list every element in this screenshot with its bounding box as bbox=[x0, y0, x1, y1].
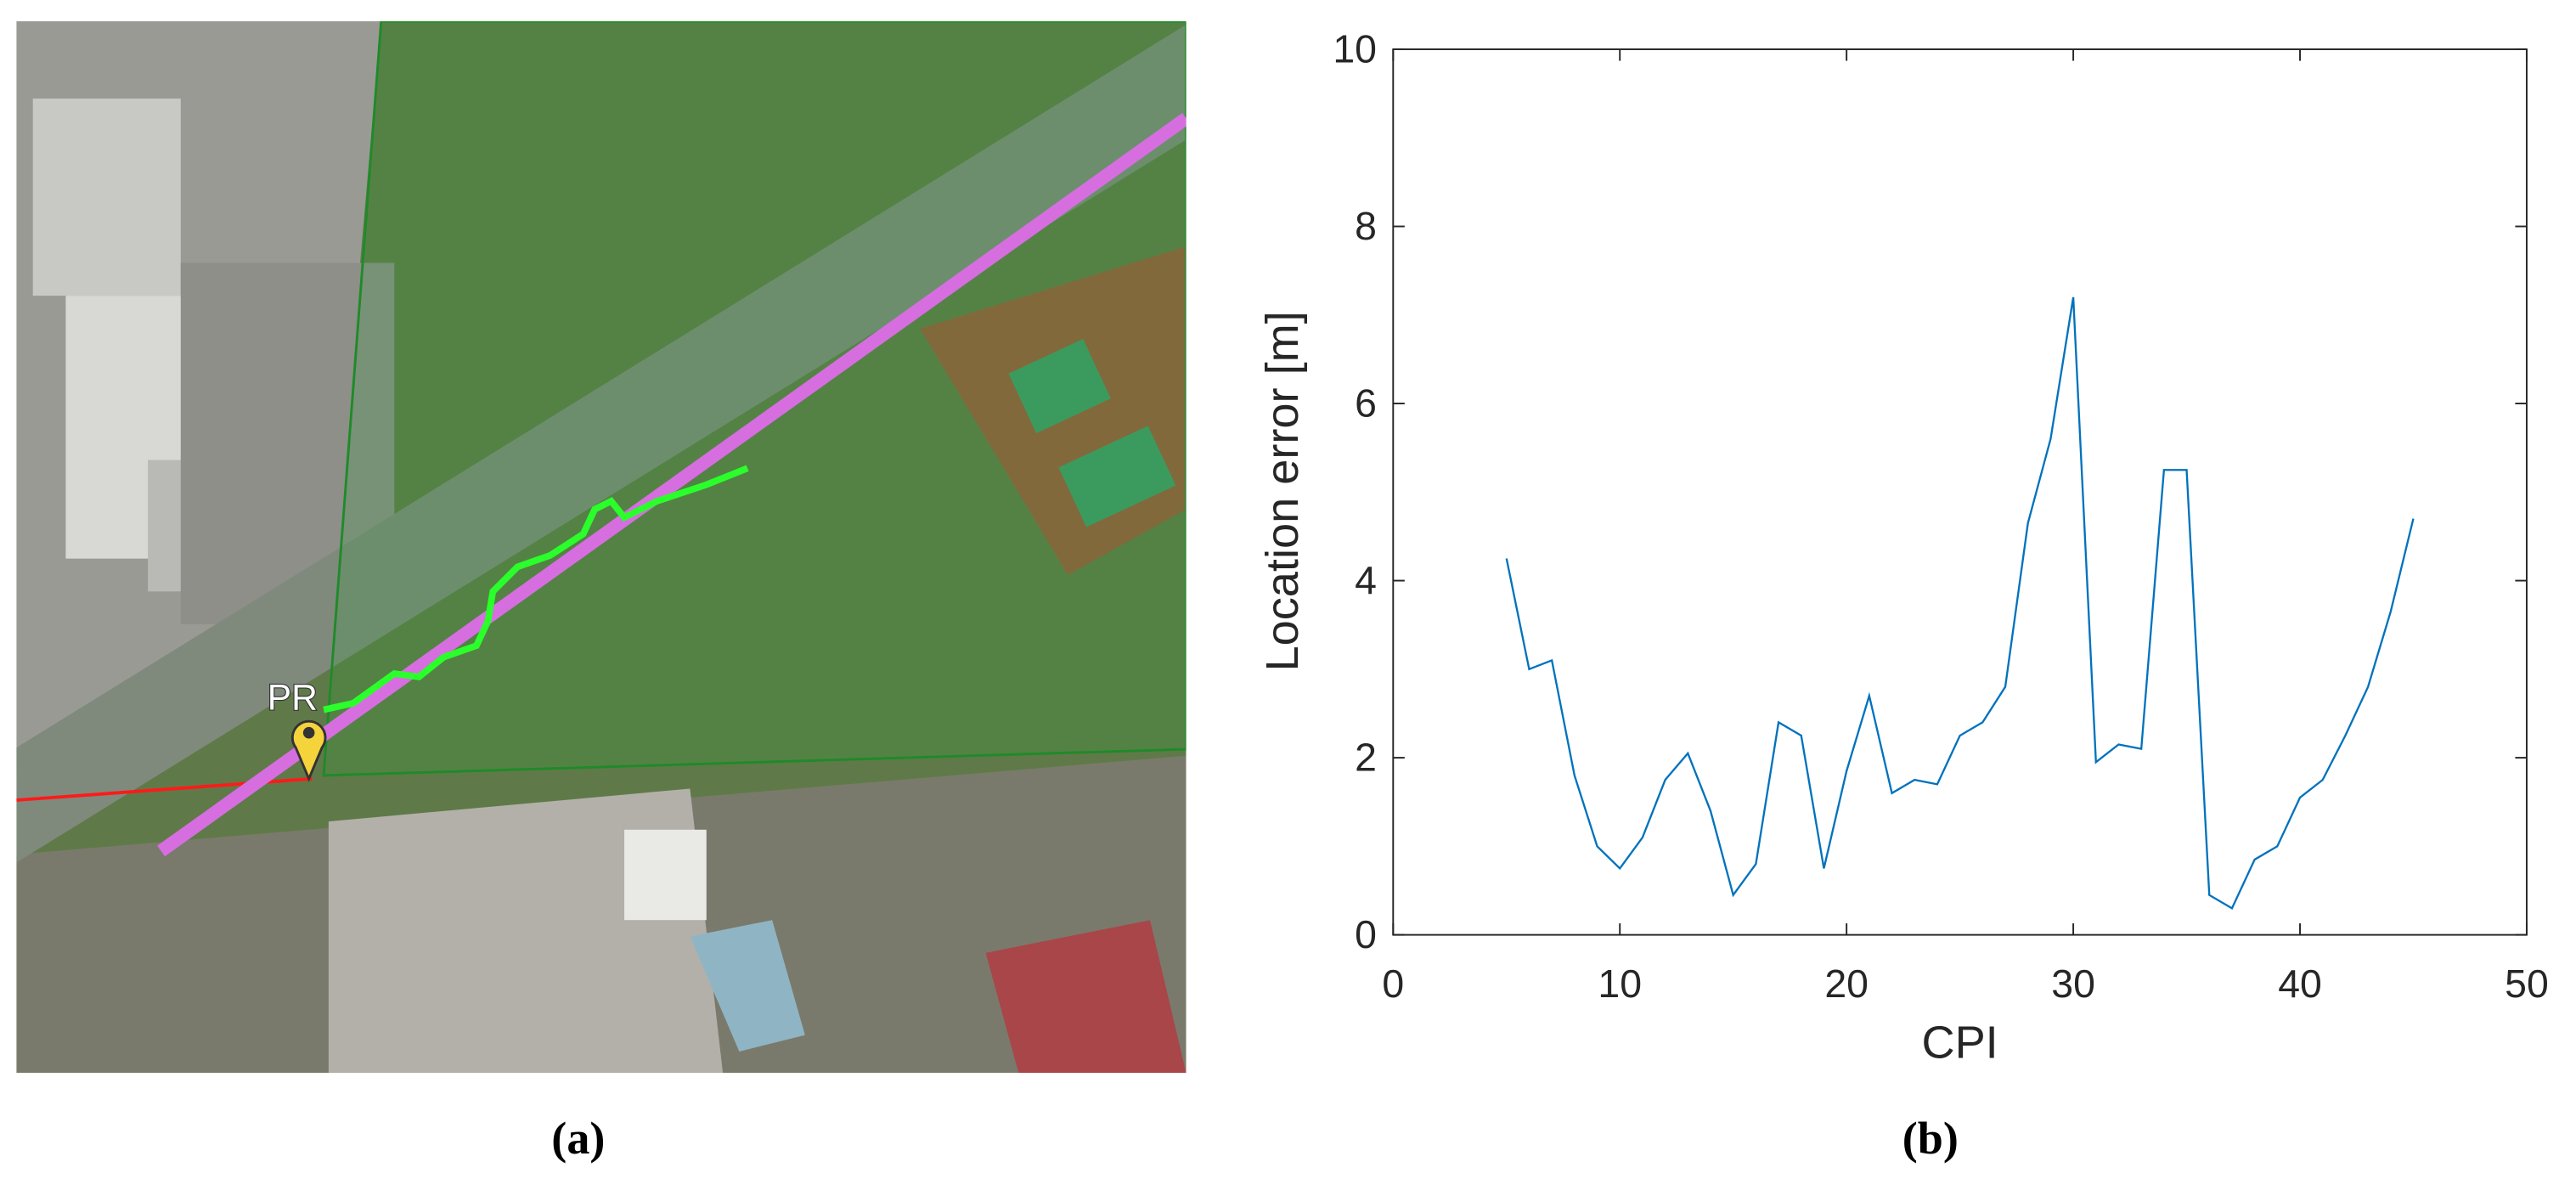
y-tick-label: 4 bbox=[1355, 558, 1377, 602]
axes-box bbox=[1392, 48, 2528, 936]
satellite-map: PR bbox=[16, 21, 1187, 1074]
data-line bbox=[1505, 296, 2415, 910]
panel-caption: (a) bbox=[551, 1113, 605, 1164]
x-tick-label: 0 bbox=[1382, 962, 1404, 1006]
x-tick-label: 50 bbox=[2505, 962, 2549, 1006]
y-tick-label: 2 bbox=[1355, 736, 1377, 780]
y-tick-label: 10 bbox=[1333, 27, 1377, 71]
panel-caption: (b) bbox=[1902, 1113, 1959, 1164]
x-axis-label: CPI bbox=[1921, 1018, 1998, 1069]
x-tick-label: 30 bbox=[2051, 962, 2095, 1006]
y-tick-label: 0 bbox=[1355, 912, 1377, 956]
x-tick-label: 10 bbox=[1598, 962, 1642, 1006]
x-tick-label: 20 bbox=[1824, 962, 1869, 1006]
y-axis-label: Location error [m] bbox=[1257, 311, 1308, 671]
marker-label: PR bbox=[268, 678, 318, 719]
y-tick-label: 6 bbox=[1355, 381, 1377, 426]
x-tick-label: 40 bbox=[2278, 962, 2322, 1006]
y-tick-label: 8 bbox=[1355, 204, 1377, 248]
